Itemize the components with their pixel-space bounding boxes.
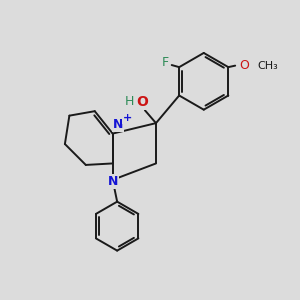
Text: O: O [136, 95, 148, 109]
Text: N: N [107, 175, 118, 188]
Text: H: H [124, 95, 134, 108]
Text: CH₃: CH₃ [257, 61, 278, 70]
Text: O: O [239, 59, 249, 72]
Text: F: F [162, 56, 169, 69]
Text: +: + [123, 113, 132, 123]
Text: N: N [113, 118, 123, 131]
